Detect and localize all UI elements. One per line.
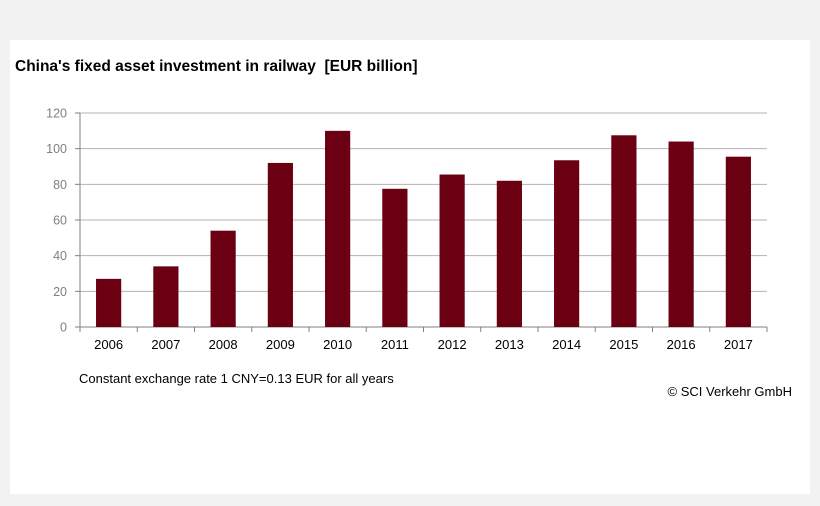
x-tick-label: 2017	[724, 337, 753, 352]
bar-chart: 0 20 40 60 80 100 120 2006 2007 2008 2009 2010 2011 2…	[46, 107, 768, 352]
x-tick-label: 2012	[438, 337, 467, 352]
exchange-rate-note: Constant exchange rate 1 CNY=0.13 EUR fo…	[79, 371, 394, 386]
x-tick-label: 2006	[94, 337, 123, 352]
y-tick-label: 80	[53, 178, 67, 192]
x-tick-label: 2014	[552, 337, 581, 352]
bar-2012	[439, 174, 465, 327]
y-tick-label: 60	[53, 214, 67, 228]
x-tick-label: 2007	[151, 337, 180, 352]
y-tick-label: 20	[53, 285, 67, 299]
bar-2016	[668, 141, 694, 327]
y-tick-label: 120	[46, 107, 67, 121]
x-tick-label: 2009	[266, 337, 295, 352]
bar-2006	[96, 278, 122, 327]
bar-2013	[496, 180, 522, 327]
bar-2007	[153, 266, 179, 327]
y-tick-label: 40	[53, 249, 67, 263]
y-tick-label: 100	[46, 142, 67, 156]
y-tick-label: 0	[60, 321, 67, 335]
x-tick-label: 2010	[323, 337, 352, 352]
x-tick-label: 2016	[667, 337, 696, 352]
bar-2017	[725, 156, 751, 327]
x-tick-label: 2013	[495, 337, 524, 352]
x-tick-label: 2011	[381, 337, 409, 352]
bar-2011	[382, 188, 408, 327]
x-tick-label: 2008	[209, 337, 238, 352]
bar-2009	[267, 162, 293, 327]
chart-title: China's fixed asset investment in railwa…	[15, 58, 418, 75]
chart-panel: China's fixed asset investment in railwa…	[10, 40, 810, 494]
x-tick-label: 2015	[609, 337, 638, 352]
bar-2014	[554, 160, 580, 327]
bar-2015	[611, 135, 637, 327]
bar-2008	[210, 230, 236, 327]
copyright-credit: © SCI Verkehr GmbH	[667, 384, 792, 399]
bar-2010	[325, 130, 351, 327]
